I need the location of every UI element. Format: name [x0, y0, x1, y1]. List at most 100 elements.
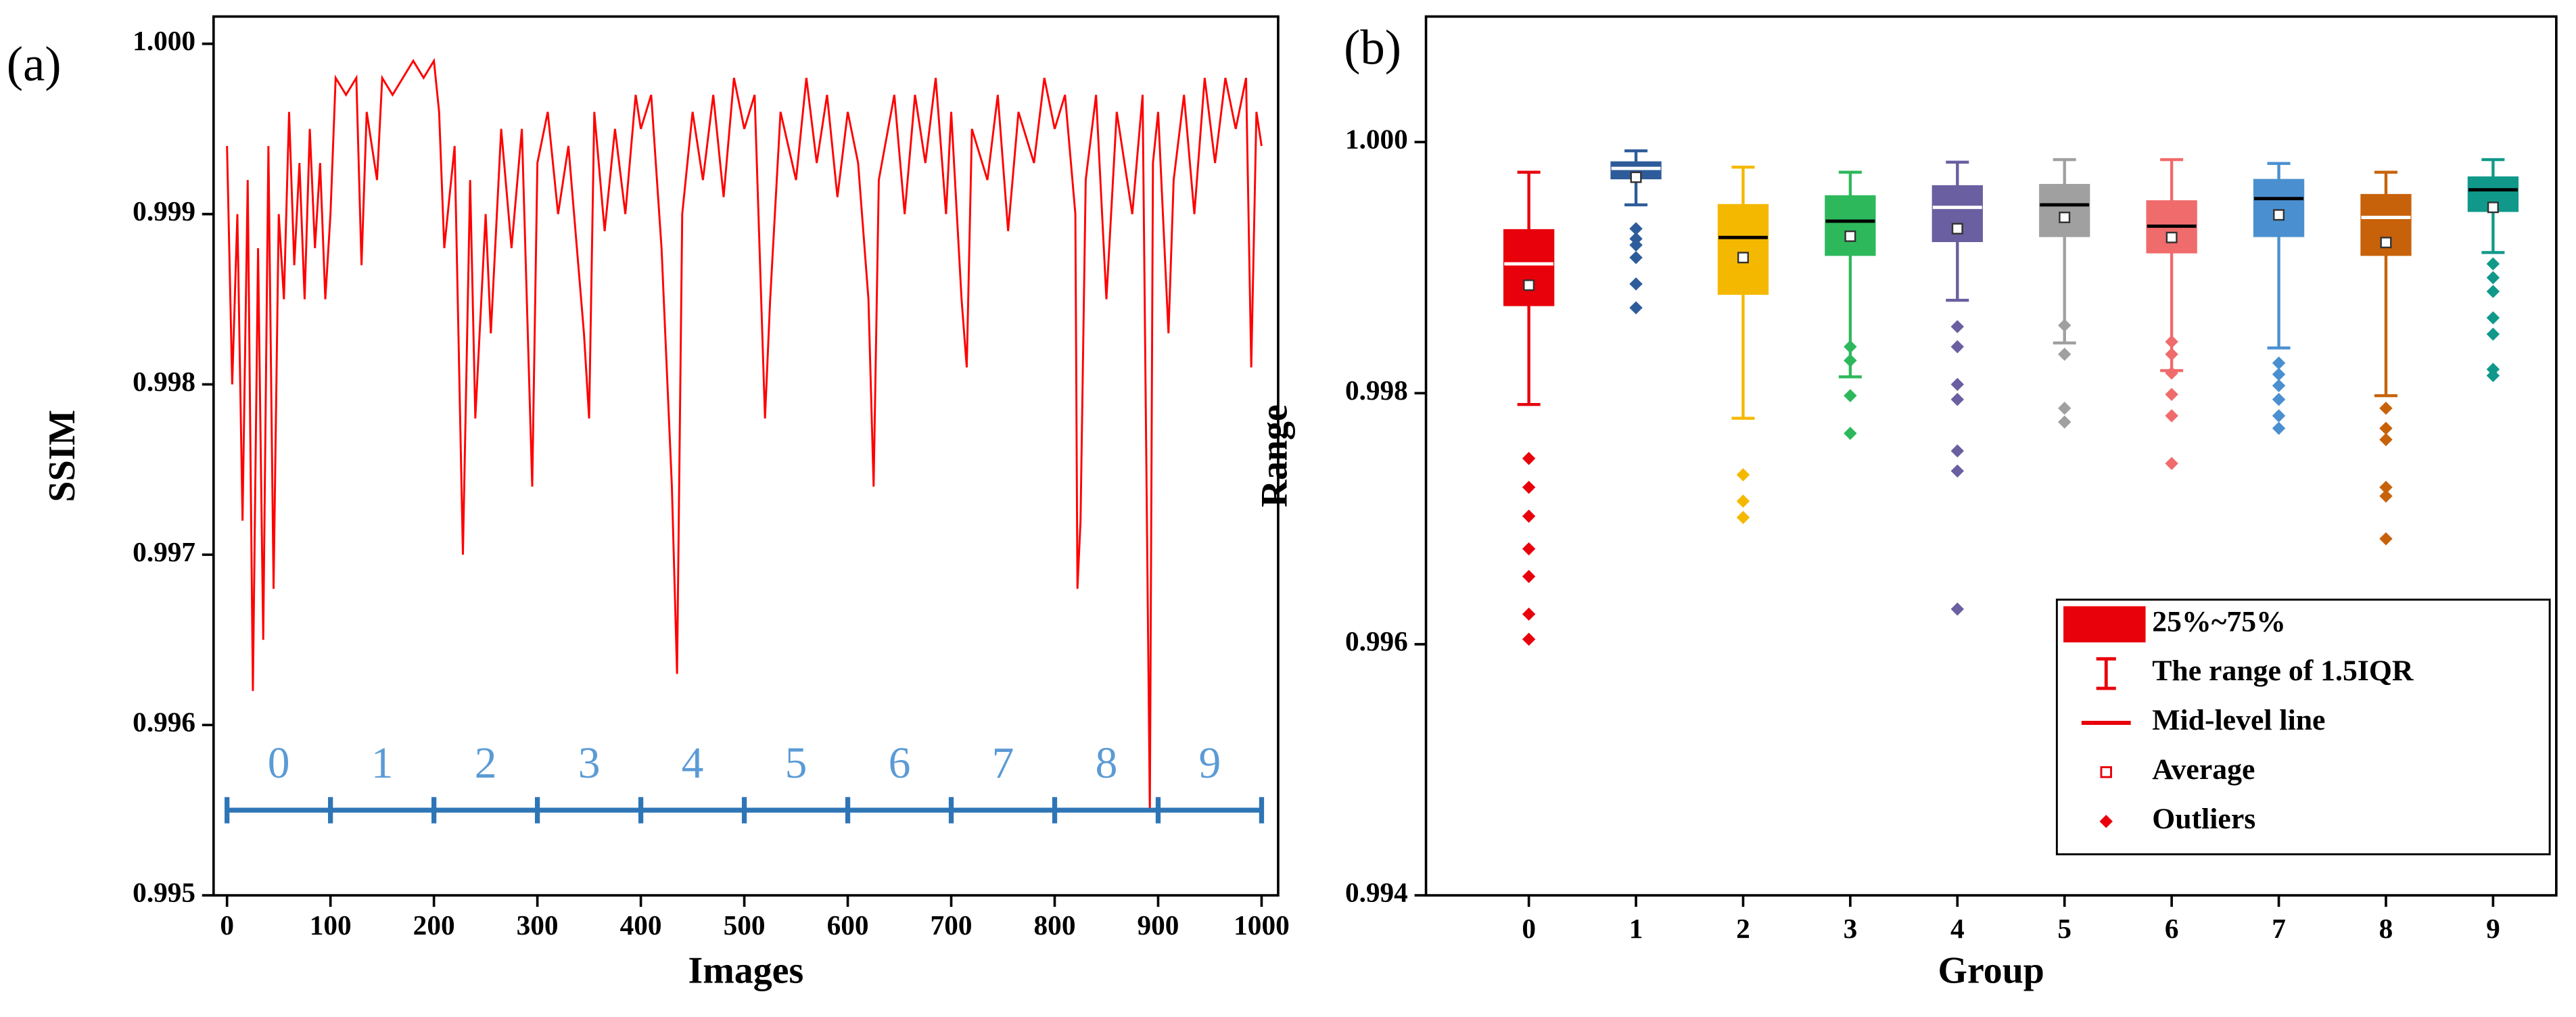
outlier — [2486, 285, 2500, 298]
outlier — [2165, 387, 2178, 402]
outlier — [2272, 393, 2286, 406]
outlier — [2486, 257, 2500, 270]
y-tick-label: 0.998 — [133, 366, 195, 397]
group-label: 6 — [889, 739, 911, 788]
mean — [1737, 252, 1749, 264]
outlier — [2379, 401, 2393, 415]
y-tick-label: 0.994 — [1345, 877, 1408, 908]
x-tick-label: 100 — [310, 909, 352, 941]
outlier — [1950, 340, 1965, 354]
legend-label: Mid-level line — [2152, 704, 2325, 736]
outlier — [1844, 354, 1857, 367]
x-axis-label: Images — [688, 950, 804, 992]
mean — [2165, 231, 2178, 243]
outlier — [1629, 301, 1643, 314]
y-axis-label: SSIM — [41, 410, 83, 502]
outlier — [1736, 468, 1750, 481]
y-tick-label: 1.000 — [133, 25, 195, 56]
outlier — [2379, 489, 2393, 503]
x-tick-label: 8 — [2379, 913, 2393, 944]
legend-label: Outliers — [2152, 803, 2255, 835]
group-label: 3 — [578, 739, 601, 788]
box — [2039, 184, 2090, 237]
outlier — [2165, 456, 2178, 471]
outlier — [1950, 393, 1965, 406]
outlier — [2486, 270, 2500, 285]
group-label: 1 — [371, 739, 394, 788]
outlier — [2165, 409, 2178, 423]
box — [2253, 179, 2305, 237]
group-label: 9 — [1199, 739, 1221, 788]
outlier — [1950, 377, 1965, 392]
outlier — [1844, 427, 1857, 440]
outlier — [2272, 356, 2286, 370]
outlier — [2486, 311, 2500, 325]
x-tick-label: 200 — [413, 909, 455, 941]
outlier — [1522, 542, 1536, 556]
box — [1717, 204, 1769, 295]
mean — [2059, 212, 2071, 224]
x-tick-label: 3 — [1844, 913, 1858, 944]
x-tick-label: 1000 — [1234, 909, 1290, 941]
x-tick-label: 5 — [2057, 913, 2071, 944]
x-tick-label: 9 — [2486, 913, 2500, 944]
legend-label: Average — [2152, 753, 2255, 786]
x-tick-label: 700 — [931, 909, 973, 941]
x-tick-label: 800 — [1034, 909, 1076, 941]
group-label: 5 — [785, 739, 807, 788]
outlier — [1522, 569, 1536, 584]
y-tick-label: 0.996 — [1345, 625, 1408, 657]
outlier — [2486, 327, 2500, 341]
plot-frame — [1424, 15, 2558, 897]
outlier — [1522, 632, 1536, 646]
ssim-line — [226, 57, 1263, 811]
y-tick-label: 0.996 — [133, 707, 195, 738]
box — [1503, 229, 1555, 306]
x-tick-label: 500 — [724, 909, 766, 941]
y-axis-label: Range — [1254, 404, 1296, 507]
outlier — [2272, 379, 2286, 393]
group-label: 2 — [475, 739, 497, 788]
plot-frame — [212, 15, 1280, 897]
outlier — [1950, 464, 1965, 478]
legend-swatch — [2063, 606, 2146, 642]
outlier — [2486, 369, 2500, 383]
legend-label: 25%~75% — [2152, 605, 2286, 638]
outlier — [1844, 340, 1857, 354]
x-tick-label: 300 — [517, 909, 559, 941]
mean — [1844, 230, 1856, 242]
x-axis-label: Group — [1938, 950, 2044, 992]
box — [1825, 195, 1876, 256]
outlier — [1629, 238, 1643, 252]
legend-label: The range of 1.5IQR — [2152, 655, 2414, 687]
outlier — [1950, 602, 1965, 616]
outlier — [1736, 494, 1750, 508]
mean — [1951, 222, 1963, 235]
y-tick-label: 0.997 — [133, 536, 195, 567]
x-tick-label: 4 — [1950, 913, 1965, 944]
x-tick-label: 2 — [1736, 913, 1750, 944]
outlier — [2272, 409, 2286, 423]
y-tick-label: 0.995 — [133, 877, 195, 908]
outlier — [2272, 421, 2286, 435]
panel-label: (b) — [1344, 20, 1401, 75]
outlier — [1522, 452, 1536, 465]
outlier — [1950, 444, 1965, 458]
group-label: 7 — [992, 739, 1014, 788]
x-tick-label: 1 — [1629, 913, 1643, 944]
mean — [1523, 279, 1535, 291]
outlier — [2058, 348, 2071, 361]
y-tick-label: 0.999 — [133, 195, 195, 227]
outlier — [1629, 222, 1643, 235]
group-label: 0 — [268, 739, 290, 788]
outlier — [2379, 480, 2393, 494]
outlier — [2165, 366, 2178, 380]
outlier — [1522, 607, 1536, 621]
outlier — [1736, 511, 1750, 524]
mean — [2273, 209, 2285, 221]
group-label: 4 — [682, 739, 704, 788]
mean — [2380, 237, 2392, 249]
group-label: 8 — [1096, 739, 1118, 788]
